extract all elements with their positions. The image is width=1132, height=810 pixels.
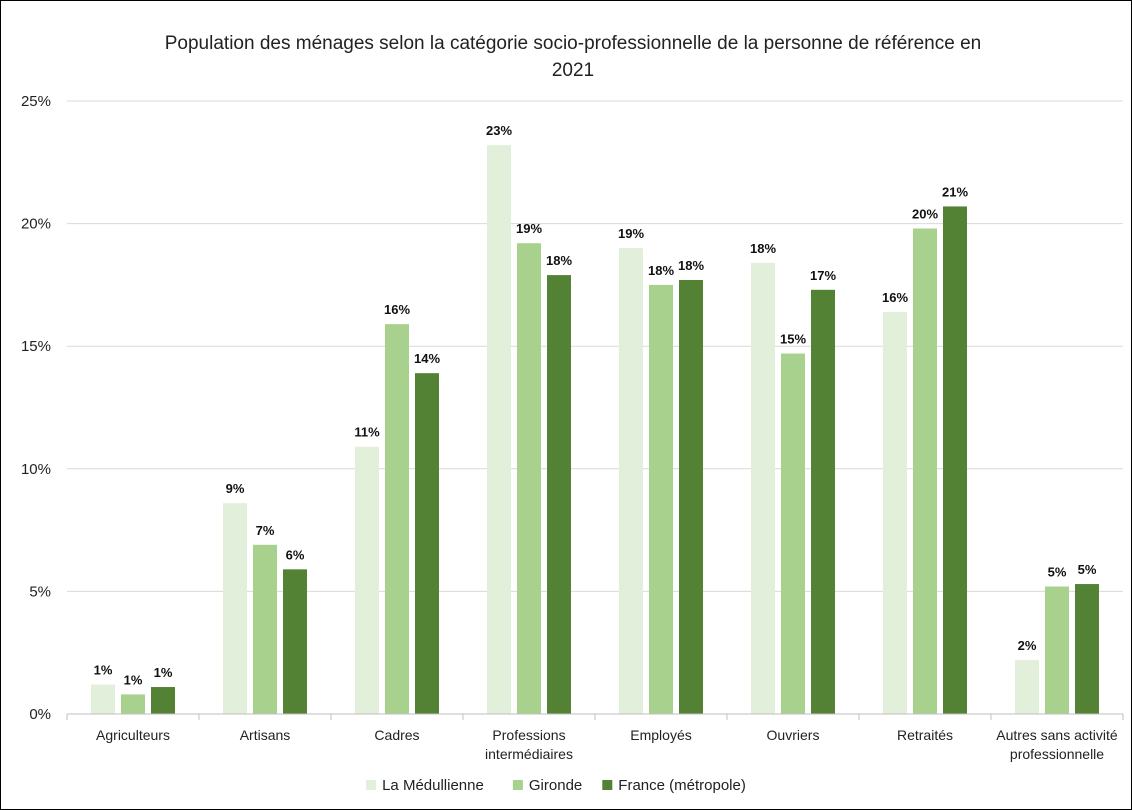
category-label: professionnelle [1010,746,1104,762]
legend-swatch [366,780,377,790]
data-label: 6% [286,547,305,562]
data-label: 1% [94,663,113,678]
category-label: Retraités [897,727,953,743]
legend-label: La Médullienne [382,777,484,794]
data-label: 17% [810,268,836,283]
bar [943,206,967,714]
category-label: Autres sans activité [996,727,1118,743]
bar [91,684,115,714]
y-tick-label: 5% [29,583,51,600]
data-label: 19% [516,221,542,236]
category-label: Agriculteurs [96,727,170,743]
category-label: Cadres [374,727,419,743]
bar [151,687,175,714]
legend-label: France (métropole) [618,777,746,794]
data-label: 5% [1078,562,1097,577]
chart-title: Population des ménages selon la catégori… [165,33,981,81]
data-labels: 1% 1% 1% 9% 7% 6% 11% 16% 14% 23% 19% 18% 19% 18% 18% 1… [94,123,1097,687]
data-label: 16% [384,302,410,317]
category-label: Employés [630,727,691,743]
y-tick-label: 15% [21,338,51,355]
data-label: 23% [486,123,512,138]
bar [415,373,439,714]
bars [91,145,1099,715]
data-label: 16% [882,290,908,305]
x-axis-category-labels: Agriculteurs Artisans Cadres Professions int… [96,727,1118,762]
bar [1045,586,1069,714]
bar [1015,660,1039,714]
data-label: 2% [1018,638,1037,653]
bar [121,694,145,714]
bar [517,243,541,714]
data-label: 15% [780,332,806,347]
data-label: 19% [618,226,644,241]
bar [679,279,703,714]
legend-swatch [512,780,523,790]
bar [283,569,307,714]
bar [883,311,907,714]
bar [487,145,511,715]
bar [913,228,937,714]
chart-title-line: 2021 [552,60,594,81]
data-label: 14% [414,351,440,366]
legend-label: Gironde [529,777,582,794]
bar [619,248,643,714]
y-tick-label: 0% [29,706,51,723]
bar [385,324,409,714]
y-tick-label: 10% [21,461,51,478]
data-label: 1% [124,672,143,687]
data-label: 20% [912,207,938,222]
y-tick-label: 20% [21,216,51,233]
bar [547,275,571,714]
category-label: intermédiaires [485,746,573,762]
data-label: 18% [546,253,572,268]
bar [253,544,277,714]
data-label: 21% [942,184,968,199]
x-axis [66,713,1124,720]
data-label: 5% [1048,564,1067,579]
data-label: 7% [256,523,275,538]
bar [781,353,805,714]
legend-swatch [602,780,613,790]
bar [751,262,775,714]
data-label: 18% [750,241,776,256]
data-label: 18% [678,258,704,273]
data-label: 11% [354,425,380,440]
y-axis-tick-labels: 0% 5% 10% 15% 20% 25% [21,93,51,723]
bar [811,289,835,714]
bar [649,284,673,714]
chart-title-line: Population des ménages selon la catégori… [165,33,981,54]
legend: La Médullienne Gironde France (métropole) [366,777,746,794]
category-label: Artisans [240,727,291,743]
bar [355,446,379,714]
data-label: 1% [154,665,173,680]
category-label: Professions [492,727,565,743]
category-label: Ouvriers [767,727,820,743]
bar [1075,584,1099,714]
y-tick-label: 25% [21,93,51,110]
bar [223,503,247,714]
data-label: 9% [226,481,245,496]
data-label: 18% [648,263,674,278]
